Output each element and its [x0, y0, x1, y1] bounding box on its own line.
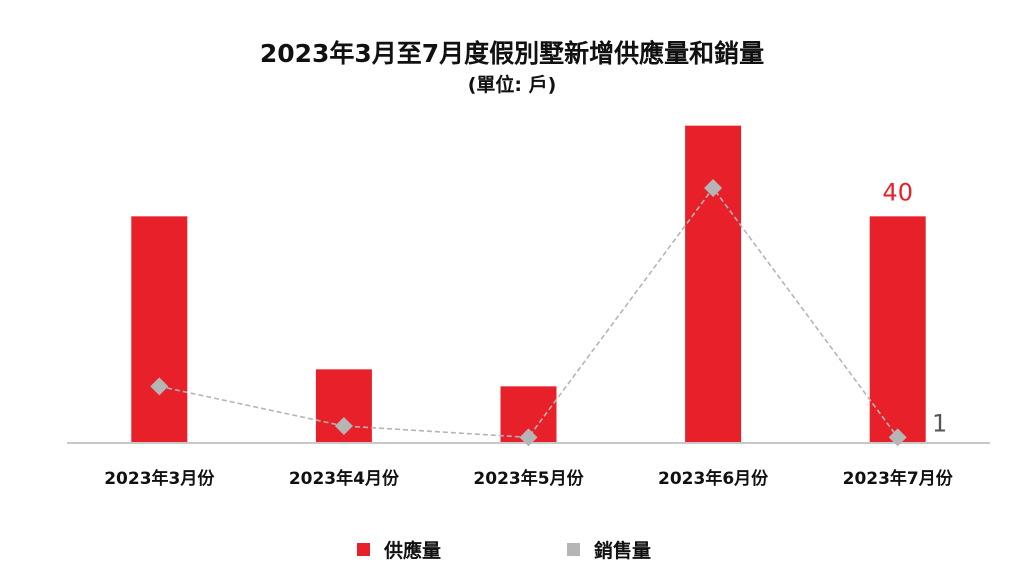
sales-marker-3 — [519, 428, 538, 447]
supply-data-label-5: 40 — [882, 178, 913, 206]
sales-marker-1 — [150, 377, 169, 396]
sales-marker-4 — [704, 179, 723, 197]
x-tick-label-5: 2023年7月份 — [843, 468, 954, 489]
x-tick-label-2: 2023年4月份 — [289, 468, 400, 489]
supply-bar-5 — [869, 216, 926, 443]
sales-marker-5 — [888, 428, 907, 447]
x-tick-label-4: 2023年6月份 — [658, 468, 769, 489]
x-tick-label-3: 2023年5月份 — [473, 468, 584, 489]
legend-item-sales: 銷售量 — [567, 536, 651, 563]
legend-item-supply: 供應量 — [357, 536, 441, 563]
legend: 供應量 銷售量 — [0, 536, 1024, 564]
supply-bar-4 — [685, 125, 742, 444]
legend-swatch-sales — [567, 543, 580, 556]
legend-label-supply: 供應量 — [384, 540, 442, 562]
chart-title: 2023年3月至7月度假別墅新增供應量和銷量 — [259, 39, 765, 68]
legend-label-sales: 銷售量 — [594, 540, 652, 562]
supply-bar-1 — [131, 216, 188, 443]
sales-data-label-5: 1 — [932, 409, 947, 437]
chart-subtitle: (單位: 戶) — [467, 74, 557, 96]
sales-marker-2 — [334, 417, 353, 435]
legend-swatch-supply — [357, 543, 370, 556]
x-tick-label-1: 2023年3月份 — [104, 468, 215, 489]
sales-line — [159, 186, 899, 439]
